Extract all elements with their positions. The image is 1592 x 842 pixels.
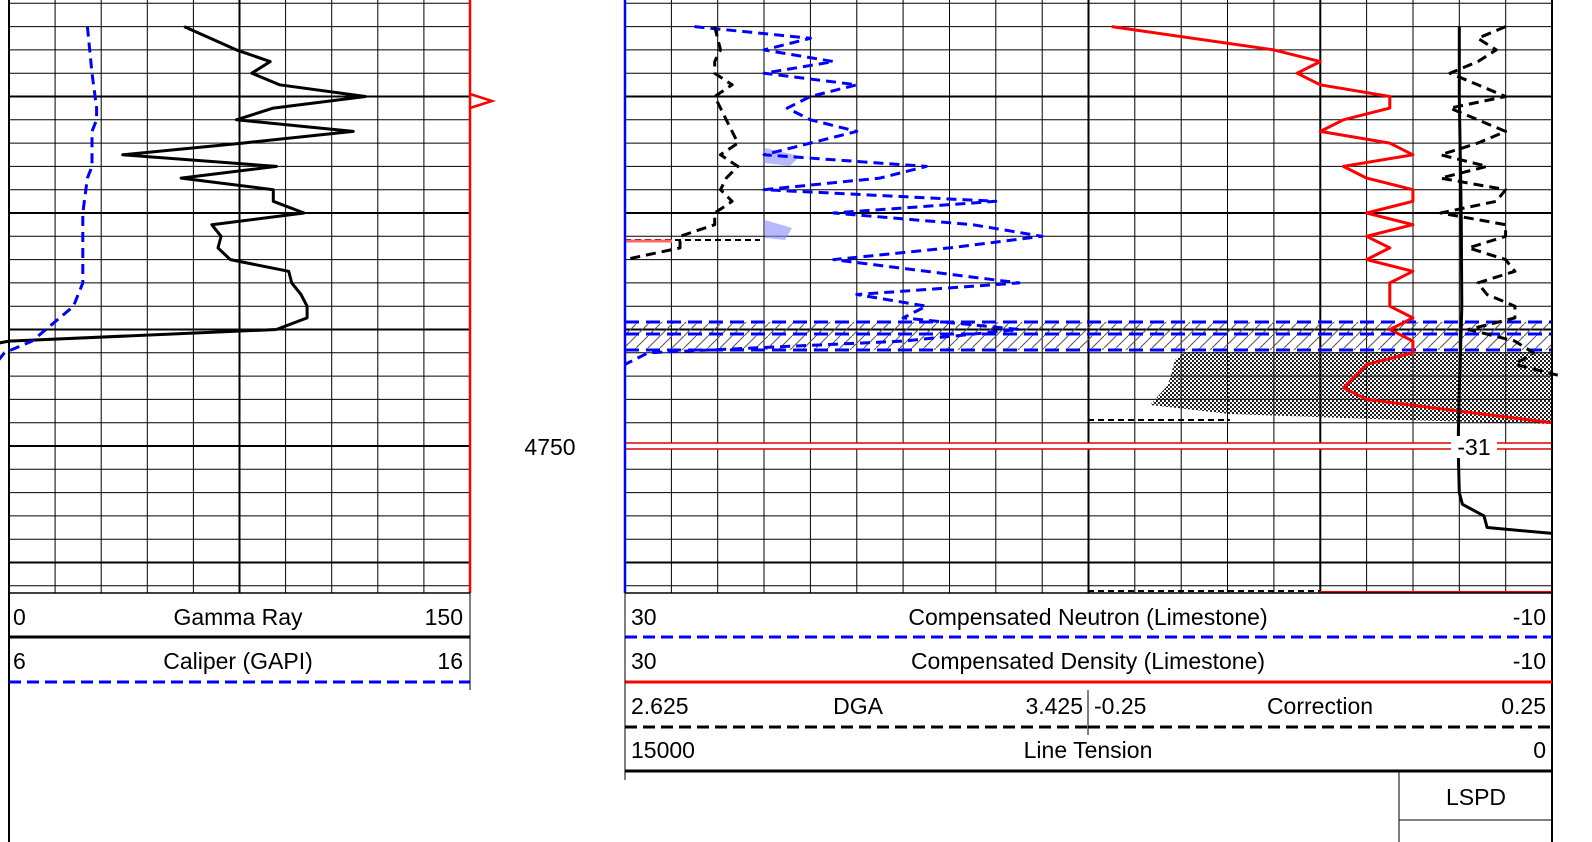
caliper-max: 16: [437, 648, 463, 674]
crossover-fill: [1150, 352, 1552, 424]
gamma-ray-max: 150: [425, 604, 463, 630]
gamma-ray-label: Gamma Ray: [173, 604, 303, 630]
density-min: 30: [631, 648, 657, 674]
line-tension-max: 0: [1533, 737, 1546, 763]
track-1-marker: [469, 92, 497, 110]
curve-header: [9, 593, 1552, 842]
neutron-max: -10: [1513, 604, 1546, 630]
line-tension-curve: [1456, 26, 1553, 535]
depth-shift-band: [624, 442, 1553, 450]
gamma-ray-curve: [0, 25, 367, 345]
dga-label: DGA: [833, 693, 884, 719]
dga-min: 2.625: [631, 693, 689, 719]
line-tension-min: 15000: [631, 737, 695, 763]
correction-curve: [1439, 25, 1562, 378]
line-tension-label: Line Tension: [1024, 737, 1153, 763]
density-label: Compensated Density (Limestone): [911, 648, 1265, 674]
track-1-grid: [9, 0, 470, 593]
depth-label: 4750: [524, 434, 575, 460]
neutron-min: 30: [631, 604, 657, 630]
neutron-label: Compensated Neutron (Limestone): [908, 604, 1267, 630]
compensated-neutron-limestone-curve: [624, 25, 1044, 366]
shift-label-bg: [1451, 436, 1497, 458]
caliper-gapi-curve: [0, 26, 99, 361]
track-borders: [8, 0, 1553, 842]
density-max: -10: [1513, 648, 1546, 674]
log-curves: [0, 25, 1562, 535]
correction-min: -0.25: [1094, 693, 1146, 719]
shift-label: -31: [1457, 434, 1490, 460]
caliper-label: Caliper (GAPI): [163, 648, 313, 674]
compensated-density-limestone-curve: [1111, 25, 1553, 425]
lspd-label: LSPD: [1446, 784, 1506, 810]
crossover-fills: [624, 148, 1553, 593]
track-2-grid: [625, 0, 1552, 593]
small-fill-2: [765, 220, 792, 240]
dga-max: 3.425: [1025, 693, 1083, 719]
dga-curve: [624, 26, 740, 262]
correction-label: Correction: [1267, 693, 1373, 719]
caliper-min: 6: [13, 648, 26, 674]
gamma-ray-min: 0: [13, 604, 26, 630]
correction-max: 0.25: [1501, 693, 1546, 719]
